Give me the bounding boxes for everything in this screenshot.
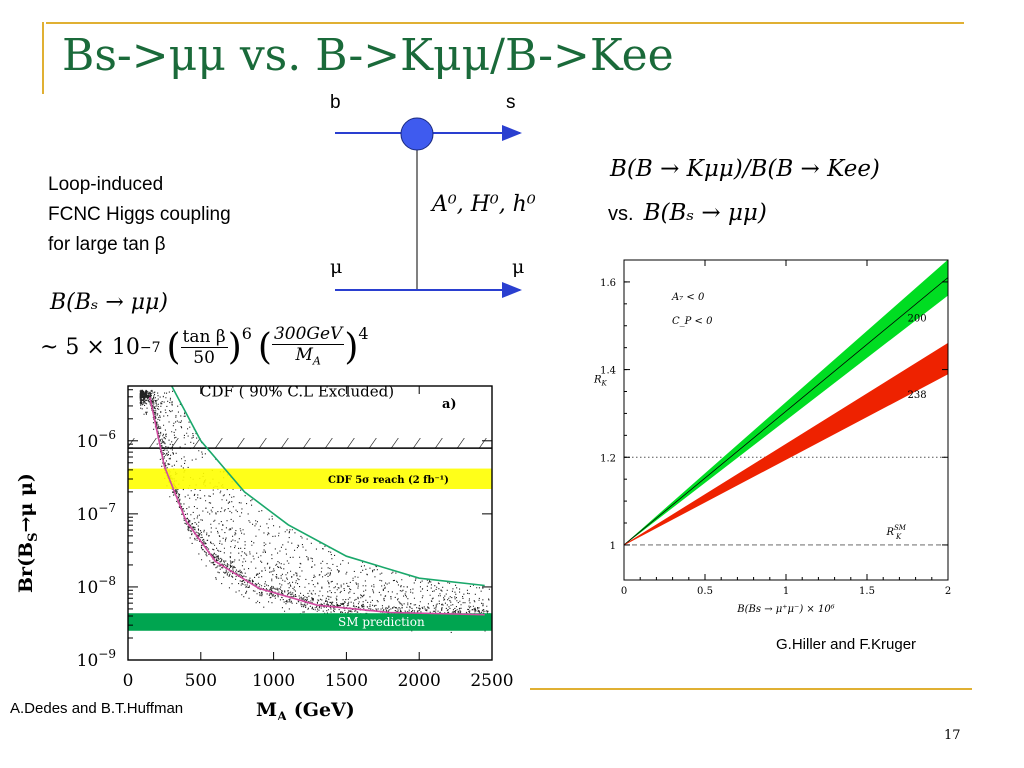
x-tick-label: 2500 [470, 671, 513, 691]
x-tick-label-2: 2 [945, 586, 951, 597]
band-cdf-excluded [128, 438, 492, 449]
y-tick-label-2: 1.4 [600, 366, 616, 377]
band-200-center [624, 277, 948, 546]
sm-label-main: R [885, 527, 894, 538]
mediator-label: A⁰, H⁰, h⁰ [432, 192, 536, 217]
band-cdf-reach [128, 468, 492, 490]
x-tick-label-2: 1 [783, 586, 789, 597]
x-tick-label: 0 [123, 671, 134, 691]
fraction1-numerator: tan β [180, 327, 228, 349]
x-label-sub: A [276, 710, 288, 720]
feynman-diagram [335, 117, 522, 298]
series-label-238: 238 [908, 390, 927, 401]
chart-br-vs-ma: CDF ( 90% C.L Excluded) CDF 5σ reach (2 f… [15, 379, 514, 720]
left-rule [42, 22, 44, 94]
x-axis-label: MA (GeV) [256, 699, 355, 720]
y-axis-label-2: RK [593, 375, 608, 388]
y-tick-label-2: 1 [610, 541, 616, 552]
top-rule [46, 22, 964, 24]
fraction1-denominator: 50 [193, 348, 215, 369]
sm-label-sup: SM [894, 524, 907, 532]
fraction1-power: 6 [241, 324, 252, 343]
description-line3: for large tan β [48, 234, 166, 255]
annotation-2: C_P < 0 [672, 316, 713, 327]
y-tick-exponent: −9 [98, 647, 116, 661]
band-label-sm: SM prediction [338, 615, 425, 629]
annotation-1: A₇ < 0 [671, 292, 705, 303]
band-label-cdf-reach: CDF 5σ reach (2 fb⁻¹) [328, 475, 449, 486]
x-tick-label-2: 0.5 [697, 586, 713, 597]
y-tick-label: 10−6 [77, 428, 116, 452]
y-label-tail: →μ μ) [15, 473, 37, 532]
bs-formula: B(Bₛ → μμ) [643, 200, 767, 226]
sm-label-sub: K [895, 533, 902, 541]
series-label-200: 200 [908, 313, 927, 324]
x-label-unit: (GeV) [287, 699, 355, 720]
x-tick-label: 2000 [398, 671, 441, 691]
formula-scaling: ~ 5 × 10 −7 ( tan β 50 ) 6 ( 300GeV MA ) 4 [40, 324, 369, 369]
plot-area [128, 386, 492, 633]
formula-branching: B(Bₛ → μμ) [50, 290, 168, 315]
quark-in-label: b [330, 92, 341, 113]
credit-left: A.Dedes and B.T.Huffman [10, 700, 184, 717]
y-tick-exponent: −8 [98, 574, 116, 588]
fraction2-denominator-sub: A [312, 354, 321, 368]
page-number: 17 [944, 728, 961, 743]
plot-frame [127, 385, 493, 661]
y-tick-label-2: 1.2 [600, 453, 616, 464]
x-tick-label-2: 1.5 [859, 586, 875, 597]
fraction2-denominator: M [295, 345, 313, 365]
effective-vertex [400, 117, 434, 151]
y-tick-label: 10−9 [77, 647, 116, 671]
fraction2-power: 4 [358, 324, 369, 343]
y-tick-label: 10−8 [77, 574, 116, 598]
y-label-sub-2: K [601, 380, 608, 388]
cdf-excluded-label-bg [196, 379, 426, 404]
band-label-cdf-excluded: CDF ( 90% C.L Excluded) [200, 382, 394, 400]
bottom-rule [530, 688, 972, 690]
x-tick-label-2: 0 [621, 586, 627, 597]
band-sm-prediction [128, 613, 492, 631]
slide-title: Bs->μμ vs. B->Kμμ/B->Kee [62, 30, 674, 81]
ratio-vs-line: vs. B(Bₛ → μμ) [608, 200, 767, 226]
x-tick-label: 1000 [252, 671, 295, 691]
y-label-main: Br(B [15, 542, 37, 593]
y-tick-label: 10−7 [77, 501, 116, 525]
plot-area-2 [624, 260, 948, 546]
y-tick-base: 10 [77, 505, 99, 525]
x-axis-label-2: B(Bs → μ⁺μ⁻) × 10⁶ [736, 604, 834, 615]
y-label-main-2: R [593, 375, 602, 386]
y-label-sub: S [26, 532, 41, 541]
x-label-main: M [256, 699, 277, 720]
y-axis-label: Br(BS→μ μ) [15, 473, 41, 593]
fraction2-numerator: 300GeV [271, 324, 345, 345]
description-line1: Loop-induced [48, 174, 164, 195]
formula-exponent: −7 [139, 339, 161, 356]
y-tick-base: 10 [77, 432, 99, 452]
lepton-left-label: μ [330, 256, 343, 278]
curve-upper-envelope [170, 386, 485, 587]
formula-prefix: ~ 5 × 10 [40, 335, 140, 361]
quark-out-label: s [506, 92, 516, 113]
panel-label: a) [442, 397, 457, 412]
loop-description: Loop-induced FCNC Higgs coupling for lar… [48, 170, 231, 260]
x-tick-label: 1500 [325, 671, 368, 691]
lepton-right-label: μ [512, 256, 525, 278]
x-tick-label: 500 [185, 671, 217, 691]
scatter-points [139, 389, 491, 633]
y-tick-base: 10 [77, 651, 99, 671]
y-tick-base: 10 [77, 578, 99, 598]
band-200 [624, 260, 948, 546]
band-238 [624, 342, 948, 546]
y-tick-exponent: −6 [98, 428, 116, 442]
credit-right: G.Hiller and F.Kruger [776, 636, 917, 653]
sm-label: RSM K [885, 524, 906, 541]
description-line2: FCNC Higgs coupling [48, 204, 231, 225]
ratio-formula: B(B → Kμμ)/B(B → Kee) [610, 156, 880, 182]
y-tick-exponent: −7 [98, 501, 116, 515]
vs-label: vs. [608, 203, 634, 225]
curve-fit [149, 396, 485, 616]
y-tick-label-2: 1.6 [600, 278, 616, 289]
